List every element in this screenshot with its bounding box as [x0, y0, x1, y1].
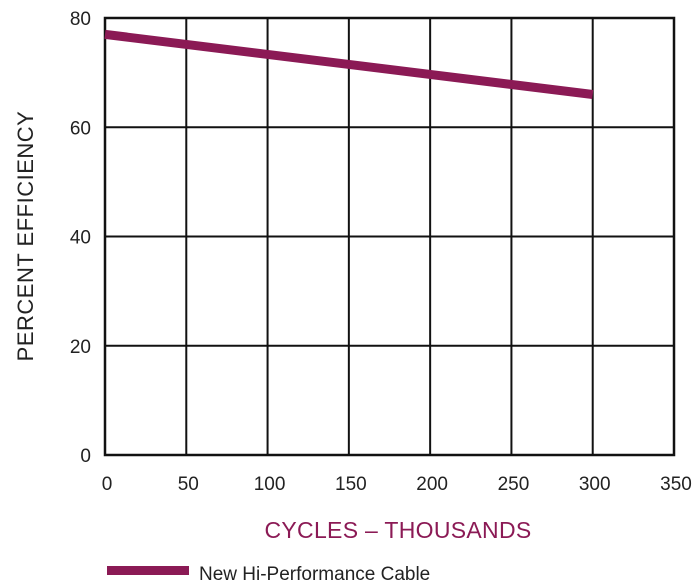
series-line [104, 29, 594, 99]
x-tick-label: 50 [178, 474, 199, 495]
x-tick-label: 0 [102, 474, 113, 495]
legend: New Hi-Performance Cable [107, 564, 430, 584]
y-tick-label: 40 [70, 228, 91, 249]
x-tick-label: 350 [660, 474, 692, 495]
series-layer [104, 29, 594, 99]
plot-frame [103, 16, 676, 457]
legend-label: New Hi-Performance Cable [199, 564, 430, 584]
x-tick-label: 150 [335, 474, 367, 495]
legend-swatch [107, 566, 189, 575]
y-tick-label: 0 [80, 446, 91, 467]
x-tick-label: 200 [416, 474, 448, 495]
y-tick-label: 60 [70, 118, 91, 139]
y-tick-label: 20 [70, 337, 91, 358]
x-axis-label: CYCLES – THOUSANDS [265, 517, 532, 543]
x-tick-labels: 0 50 100 150 200 250 300 350 [102, 474, 692, 495]
y-tick-label: 80 [70, 9, 91, 30]
x-tick-label: 100 [254, 474, 286, 495]
x-tick-label: 250 [498, 474, 530, 495]
x-tick-label: 300 [579, 474, 611, 495]
chart-grid [103, 16, 676, 457]
y-tick-labels: 0 20 40 60 80 [70, 9, 91, 467]
y-axis-label: PERCENT EFFICIENCY [13, 111, 38, 362]
